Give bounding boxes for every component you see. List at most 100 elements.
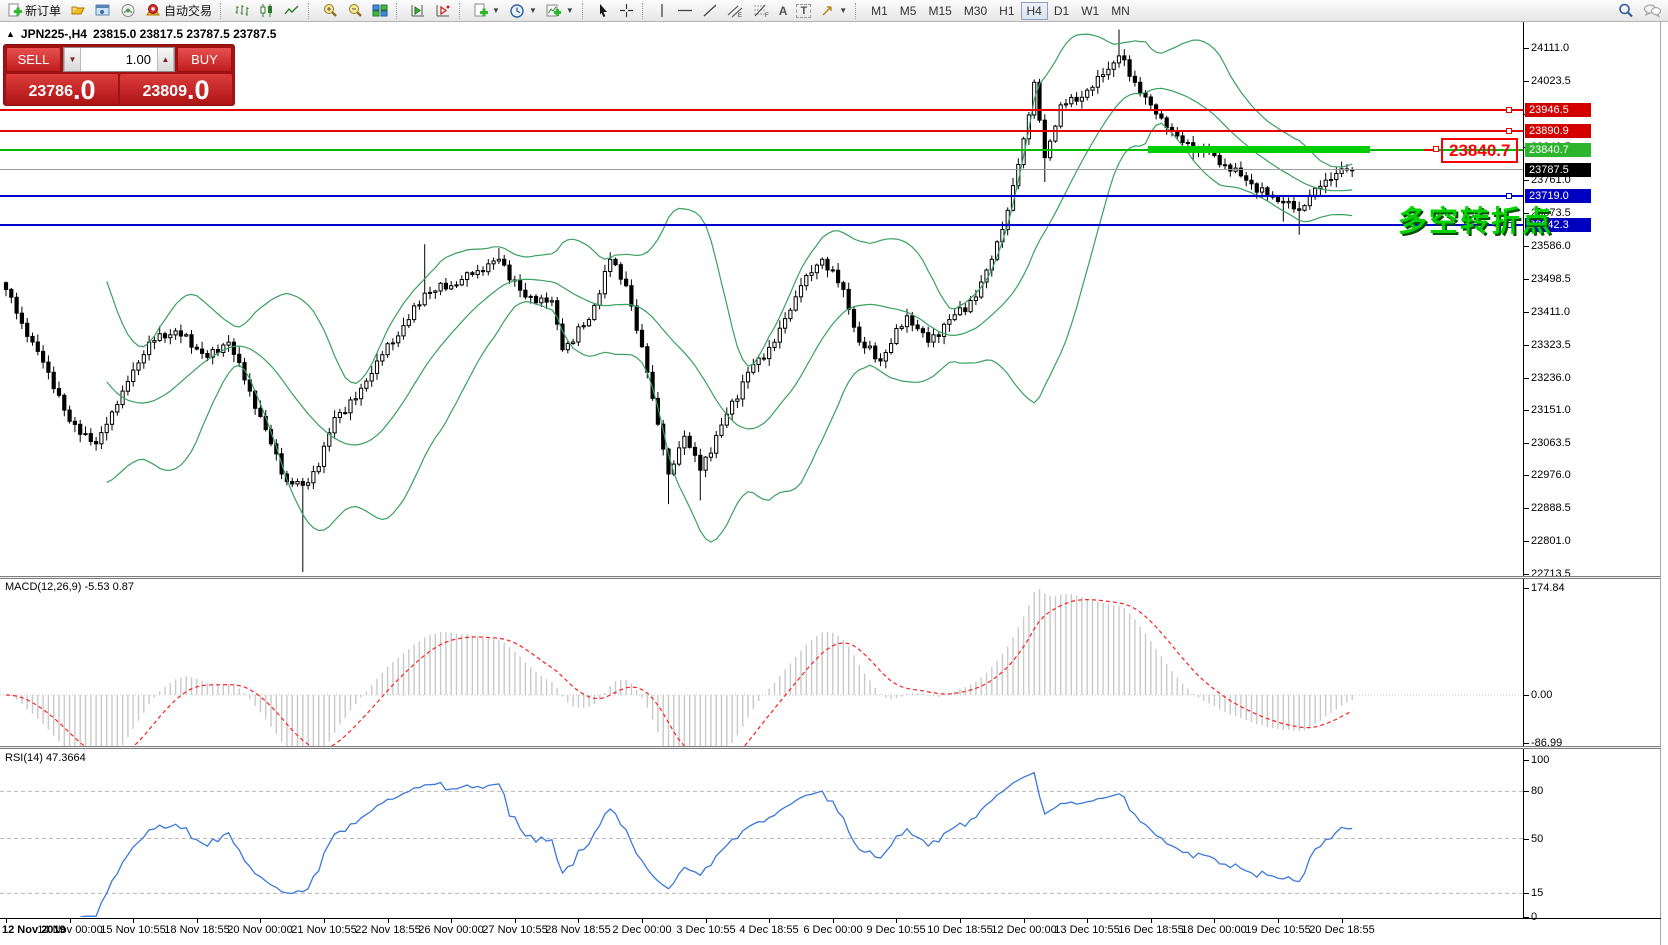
chart-shift-button[interactable] — [406, 1, 430, 21]
pivot-line[interactable] — [0, 149, 1523, 151]
macd-tick-mark — [1524, 743, 1529, 744]
pivot-trend-segment[interactable] — [1148, 146, 1370, 153]
signals-button[interactable] — [116, 1, 140, 21]
auto-scroll-icon — [436, 5, 450, 17]
resistance-line[interactable] — [0, 130, 1523, 132]
search-button[interactable] — [1614, 1, 1638, 21]
volume-input[interactable]: 1.00 — [125, 52, 151, 67]
collapse-arrow-icon[interactable]: ▲ — [6, 29, 15, 39]
price-callout-label[interactable]: 23840.7 — [1441, 138, 1519, 163]
auto-trading-button[interactable]: 自动交易 — [141, 1, 216, 21]
horizontal-line-icon — [677, 9, 692, 12]
macd-scale-label: 174.84 — [1531, 582, 1565, 594]
support-line[interactable] — [0, 224, 1523, 226]
volume-increase-button[interactable]: ▲ — [157, 48, 174, 71]
time-tick-mark — [896, 918, 897, 923]
macd-panel-plot[interactable] — [0, 579, 1523, 746]
profiles-button[interactable] — [66, 1, 90, 21]
new-order-button[interactable]: 新订单 — [3, 1, 65, 21]
timeframe-group: M1 M5 M15 M30 H1 H4 D1 W1 MN — [865, 1, 1136, 20]
timeframe-button-mn[interactable]: MN — [1111, 3, 1130, 18]
timeframe-button-m30[interactable]: M30 — [963, 3, 988, 18]
main-chart-plot[interactable] — [0, 22, 1523, 576]
trendline-icon — [703, 4, 717, 17]
horizontal-line-tool-button[interactable] — [673, 1, 697, 21]
zoom-out-button[interactable] — [343, 1, 367, 21]
crosshair-tool-button[interactable] — [615, 1, 638, 21]
templates-button[interactable]: ▼ — [469, 1, 504, 21]
resistance-line[interactable] — [0, 109, 1523, 111]
time-tick-mark — [197, 918, 198, 923]
buy-price-int: 23809 — [142, 83, 187, 100]
timeframe-button-m1[interactable]: M1 — [871, 3, 888, 18]
timeframe-button-m15[interactable]: M15 — [928, 3, 952, 18]
timeframe-button-h1[interactable]: H1 — [999, 3, 1015, 18]
sell-price-display[interactable]: 23786.0 — [6, 74, 118, 105]
timeframe-button-w1[interactable]: W1 — [1081, 3, 1100, 18]
arrows-tool-button[interactable]: ▼ — [816, 1, 851, 21]
support-line[interactable] — [0, 195, 1523, 197]
auto-scroll-button[interactable] — [431, 1, 455, 21]
toolbar-separator — [459, 2, 465, 19]
text-label-tool-button[interactable]: T — [792, 1, 815, 21]
bid-line[interactable] — [0, 169, 1523, 170]
toolbar-separator — [855, 2, 861, 19]
time-axis-label: 20 Nov 00:00 — [227, 924, 293, 936]
timeframe-button-h4[interactable]: H4 — [1020, 1, 1048, 20]
window-right-border — [1660, 22, 1661, 945]
toolbar-separator — [641, 2, 648, 19]
rsi-panel-separator[interactable] — [0, 746, 1661, 749]
timeframe-button-m5[interactable]: M5 — [899, 3, 917, 18]
cursor-icon — [599, 4, 607, 17]
time-axis-label: 16 Dec 18:55 — [1118, 924, 1184, 936]
arrows-icon — [822, 6, 832, 16]
time-axis-label: 18 Dec 00:00 — [1181, 924, 1247, 936]
volume-decrease-button[interactable]: ▼ — [64, 48, 81, 71]
rsi-panel-plot[interactable] — [0, 749, 1523, 917]
zoom-in-button[interactable] — [318, 1, 342, 21]
time-axis-label: 20 Dec 18:55 — [1309, 924, 1375, 936]
buy-price-frac: .0 — [186, 75, 210, 105]
zoom-in-icon — [324, 3, 337, 17]
tile-windows-button[interactable] — [368, 1, 392, 21]
price-tick-label: 24023.5 — [1531, 75, 1571, 87]
resistance-line-handle[interactable] — [1506, 128, 1512, 134]
time-tick-mark — [451, 918, 452, 923]
periods-button[interactable]: ▼ — [505, 1, 541, 21]
support-line-handle[interactable] — [1506, 193, 1512, 199]
bar-chart-button[interactable] — [230, 1, 254, 21]
indicators-button[interactable]: ▼ — [542, 1, 578, 21]
timeframe-button-d1[interactable]: D1 — [1053, 3, 1070, 18]
line-chart-icon — [284, 5, 299, 15]
price-tick-mark — [1524, 279, 1529, 280]
price-tick-label: 23323.5 — [1531, 339, 1571, 351]
time-tick-mark — [70, 918, 71, 923]
channel-tool-button[interactable]: E — [723, 1, 748, 21]
candlestick-button[interactable] — [255, 1, 279, 21]
support-line-handle[interactable] — [1506, 222, 1512, 228]
toolbar-separator — [220, 2, 226, 19]
price-callout-handle[interactable] — [1433, 146, 1439, 152]
pivot-point-annotation[interactable]: 多空转折点 — [1398, 206, 1554, 238]
time-axis-label: 21 Nov 10:55 — [291, 924, 357, 936]
sell-button[interactable]: SELL — [6, 47, 61, 72]
rsi-tick-mark — [1524, 839, 1529, 840]
cursor-tool-button[interactable] — [592, 1, 614, 21]
price-tick-label: 23151.0 — [1531, 404, 1571, 416]
pivot-price-badge: 23840.7 — [1525, 143, 1591, 157]
resistance-line-handle[interactable] — [1506, 107, 1512, 113]
time-axis-label: 15 Nov 10:55 — [100, 924, 166, 936]
macd-panel-separator[interactable] — [0, 576, 1661, 579]
vertical-line-tool-button[interactable] — [652, 1, 672, 21]
time-tick-mark — [515, 918, 516, 923]
buy-price-display[interactable]: 23809.0 — [120, 74, 232, 105]
line-chart-button[interactable] — [280, 1, 304, 21]
market-watch-button[interactable] — [91, 1, 115, 21]
buy-button[interactable]: BUY — [177, 47, 232, 72]
price-tick-mark — [1524, 378, 1529, 379]
trendline-tool-button[interactable] — [698, 1, 722, 21]
rsi-tick-mark — [1524, 791, 1529, 792]
community-chat-button[interactable] — [1639, 1, 1665, 21]
fibonacci-tool-button[interactable]: F — [749, 1, 774, 21]
text-tool-button[interactable]: A — [778, 3, 788, 18]
